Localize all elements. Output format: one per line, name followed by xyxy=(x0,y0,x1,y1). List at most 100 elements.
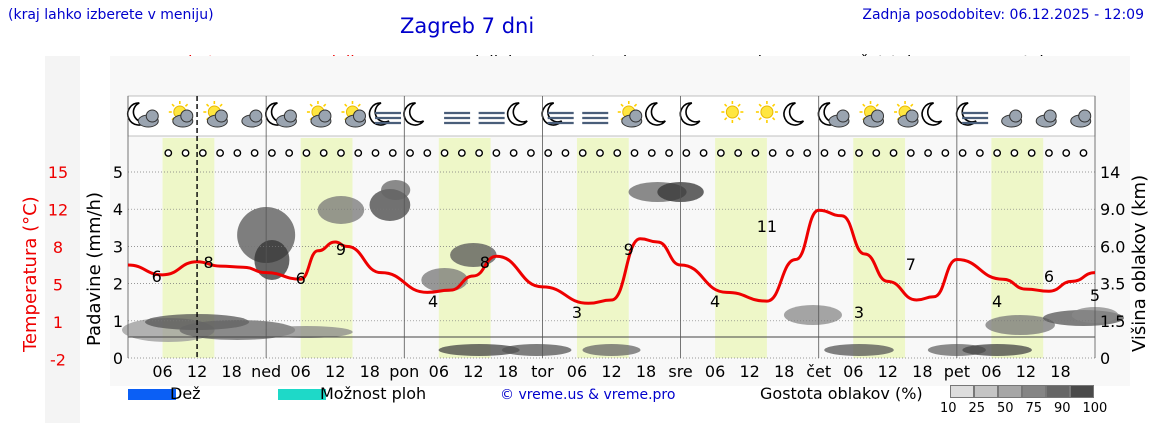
precip-tick: 1 xyxy=(113,312,123,331)
temperature-tick: 12 xyxy=(48,201,68,220)
fog-icon xyxy=(478,111,505,125)
cloud-density-scale xyxy=(950,385,1096,398)
wind-calm-marker xyxy=(699,149,708,157)
precip-axis-label: Padavine (mm/h) xyxy=(84,192,105,346)
wind-calm-marker xyxy=(285,149,294,157)
cloud-density-patch xyxy=(260,326,353,338)
sun-cloud-icon xyxy=(341,101,366,128)
x-tick-label: 06 xyxy=(567,362,587,381)
rain-label: Dež xyxy=(170,384,201,403)
temperature-label: 3 xyxy=(854,303,864,322)
sun-icon xyxy=(755,101,778,123)
sun-cloud-icon xyxy=(859,101,885,128)
wind-calm-marker xyxy=(682,149,691,157)
x-tick-label: 12 xyxy=(325,362,345,381)
cloud-density-ticks: 10 25 50 75 90 100 xyxy=(940,401,1110,417)
wind-calm-marker xyxy=(941,149,950,157)
cloud-density-patch xyxy=(438,344,520,356)
moon-fog-icon xyxy=(955,102,989,126)
temperature-label: 8 xyxy=(203,253,213,272)
temperature-tick: 1 xyxy=(53,313,63,332)
moon-icon xyxy=(783,102,805,126)
precip-tick: 2 xyxy=(113,275,123,294)
wind-calm-marker xyxy=(1027,149,1036,157)
x-tick-label: 12 xyxy=(601,362,621,381)
wind-calm-marker xyxy=(906,149,915,157)
x-tick-label: 06 xyxy=(152,362,172,381)
x-tick-label: 06 xyxy=(843,362,863,381)
wind-calm-marker xyxy=(889,149,898,157)
density-tick: 25 xyxy=(968,401,986,416)
x-tick-label: tor xyxy=(531,362,554,381)
wind-calm-marker xyxy=(337,149,345,157)
moon-fog-icon xyxy=(541,102,574,126)
cloud-height-axis-label: Višina oblakov (km) xyxy=(1129,175,1150,352)
sun-cloud-icon xyxy=(894,101,919,128)
temperature-label: 9 xyxy=(336,240,346,259)
precip-tick: 0 xyxy=(113,349,123,368)
cloud-density-patch xyxy=(421,268,468,292)
wind-calm-marker xyxy=(527,149,535,157)
wind-calm-marker xyxy=(406,149,414,157)
wind-calm-marker xyxy=(319,149,328,157)
wind-calm-marker xyxy=(751,149,760,157)
x-tick-label: 18 xyxy=(360,362,380,381)
wind-calm-marker xyxy=(371,149,380,157)
wind-calm-marker xyxy=(198,149,207,157)
x-tick-label: čet xyxy=(806,362,831,381)
temperature-label: 6 xyxy=(1044,267,1054,286)
wind-calm-marker xyxy=(596,149,604,157)
temperature-label: 7 xyxy=(906,255,916,274)
cloud-density-patch xyxy=(962,344,1032,356)
rain-swatch xyxy=(128,389,176,400)
wind-calm-marker xyxy=(786,149,794,157)
wind-calm-marker xyxy=(975,149,984,157)
cloud-height-tick: 1.5 xyxy=(1100,312,1125,331)
temperature-label: 4 xyxy=(428,292,438,311)
density-step xyxy=(998,385,1022,398)
cloud-height-tick: 14 xyxy=(1100,163,1120,182)
cloud-height-tick: 9.0 xyxy=(1100,200,1125,219)
temperature-label: 5 xyxy=(1090,286,1100,305)
cloud-height-tick: 3.5 xyxy=(1100,275,1125,294)
x-tick-label: 18 xyxy=(636,362,656,381)
cloud-density-patch xyxy=(450,243,497,267)
wind-calm-marker xyxy=(475,149,484,157)
x-tick-label: 18 xyxy=(1050,362,1070,381)
wind-calm-marker xyxy=(164,149,173,157)
wind-calm-marker xyxy=(509,149,518,157)
wind-calm-marker xyxy=(837,149,846,157)
wind-calm-marker xyxy=(924,149,932,157)
x-tick-label: 12 xyxy=(739,362,759,381)
density-step xyxy=(974,385,998,398)
cloud-density-patch xyxy=(501,344,572,356)
density-step xyxy=(1070,385,1094,398)
sun-cloud-icon xyxy=(306,101,332,128)
density-tick: 10 xyxy=(940,401,957,416)
cloud-density-patch xyxy=(985,315,1055,335)
wind-calm-marker xyxy=(440,149,449,157)
density-tick: 90 xyxy=(1054,401,1071,416)
precip-tick: 3 xyxy=(113,237,123,256)
temperature-axis-panel xyxy=(45,56,80,423)
density-tick: 50 xyxy=(997,401,1014,416)
x-tick-label: 06 xyxy=(290,362,310,381)
wind-calm-marker xyxy=(1045,149,1053,157)
storm-swatch xyxy=(278,389,326,400)
temperature-label: 11 xyxy=(757,217,777,236)
density-tick: 100 xyxy=(1082,401,1108,416)
moon-icon xyxy=(403,102,425,126)
credit-link[interactable]: © vreme.us & vreme.pro xyxy=(500,387,676,403)
temperature-label: 8 xyxy=(480,253,490,272)
wind-calm-marker xyxy=(716,149,725,157)
cloud-density-patch xyxy=(582,344,641,356)
x-tick-label: pon xyxy=(389,362,419,381)
last-update: Zadnja posodobitev: 06.12.2025 - 12:09 xyxy=(862,7,1144,23)
cloud-height-tick: 0 xyxy=(1100,349,1110,368)
x-tick-label: pet xyxy=(944,362,970,381)
temperature-label: 3 xyxy=(572,303,582,322)
temperature-label: 6 xyxy=(296,269,306,288)
density-step xyxy=(1022,385,1046,398)
daylight-band xyxy=(853,138,906,358)
cloud-density-patch xyxy=(254,240,290,280)
